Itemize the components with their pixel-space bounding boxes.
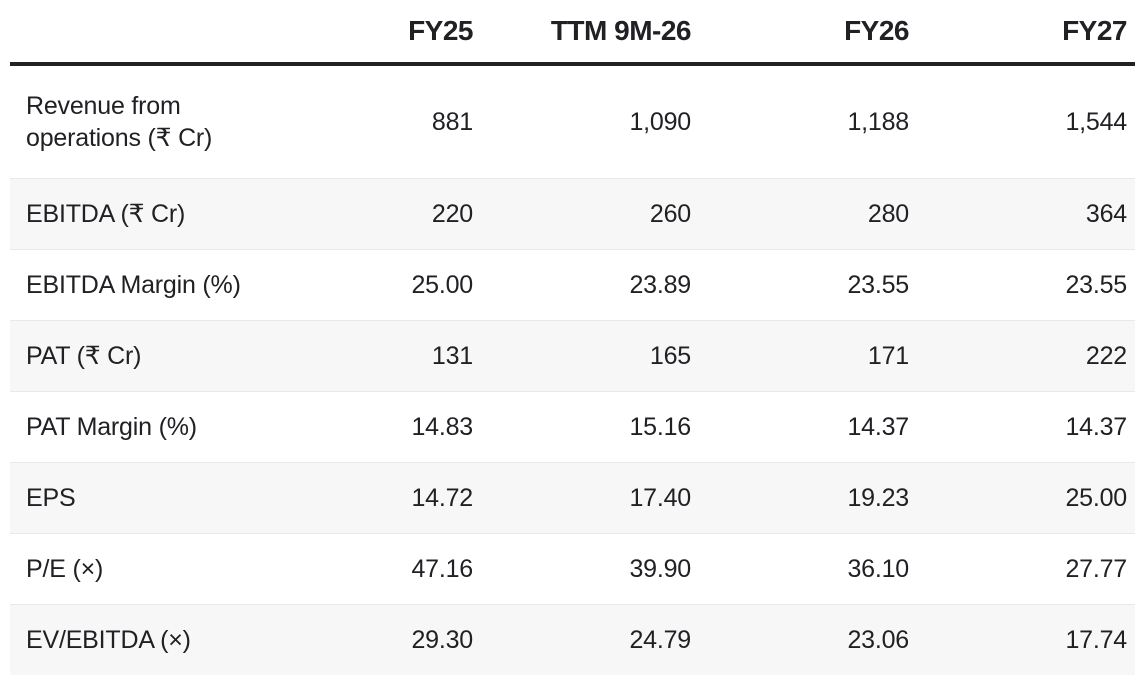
table-row-eps: EPS 14.72 17.40 19.23 25.00 bbox=[10, 463, 1135, 534]
table-row-pe: P/E (×) 47.16 39.90 36.10 27.77 bbox=[10, 534, 1135, 605]
row-label: PAT Margin (%) bbox=[10, 392, 263, 463]
table-cell: 19.23 bbox=[699, 463, 917, 534]
table-cell: 23.89 bbox=[481, 250, 699, 321]
table-cell: 23.06 bbox=[699, 605, 917, 675]
table-cell: 17.74 bbox=[917, 605, 1135, 675]
row-label: EBITDA (₹ Cr) bbox=[10, 179, 263, 250]
table-cell: 14.37 bbox=[699, 392, 917, 463]
table-cell: 1,090 bbox=[481, 64, 699, 179]
table-cell: 131 bbox=[263, 321, 481, 392]
row-label: Revenue from operations (₹ Cr) bbox=[10, 64, 263, 179]
table-cell: 364 bbox=[917, 179, 1135, 250]
column-header-metric bbox=[10, 0, 263, 64]
table-cell: 39.90 bbox=[481, 534, 699, 605]
column-header-ttm9m26: TTM 9M-26 bbox=[481, 0, 699, 64]
table-cell: 260 bbox=[481, 179, 699, 250]
table-cell: 881 bbox=[263, 64, 481, 179]
table-cell: 14.72 bbox=[263, 463, 481, 534]
table-cell: 15.16 bbox=[481, 392, 699, 463]
table-cell: 47.16 bbox=[263, 534, 481, 605]
column-header-fy27: FY27 bbox=[917, 0, 1135, 64]
header-row: FY25 TTM 9M-26 FY26 FY27 bbox=[10, 0, 1135, 64]
table-cell: 25.00 bbox=[263, 250, 481, 321]
table-cell: 24.79 bbox=[481, 605, 699, 675]
table-cell: 222 bbox=[917, 321, 1135, 392]
row-label: PAT (₹ Cr) bbox=[10, 321, 263, 392]
table-cell: 1,544 bbox=[917, 64, 1135, 179]
table-row-ev-ebitda: EV/EBITDA (×) 29.30 24.79 23.06 17.74 bbox=[10, 605, 1135, 675]
table-cell: 165 bbox=[481, 321, 699, 392]
table-cell: 280 bbox=[699, 179, 917, 250]
table-cell: 25.00 bbox=[917, 463, 1135, 534]
table-cell: 14.83 bbox=[263, 392, 481, 463]
table-row-ebitda: EBITDA (₹ Cr) 220 260 280 364 bbox=[10, 179, 1135, 250]
table-cell: 1,188 bbox=[699, 64, 917, 179]
table-cell: 36.10 bbox=[699, 534, 917, 605]
table-cell: 171 bbox=[699, 321, 917, 392]
column-header-fy26: FY26 bbox=[699, 0, 917, 64]
column-header-fy25: FY25 bbox=[263, 0, 481, 64]
row-label: EV/EBITDA (×) bbox=[10, 605, 263, 675]
table-row-pat: PAT (₹ Cr) 131 165 171 222 bbox=[10, 321, 1135, 392]
table-cell: 14.37 bbox=[917, 392, 1135, 463]
table-row-revenue: Revenue from operations (₹ Cr) 881 1,090… bbox=[10, 64, 1135, 179]
table-cell: 29.30 bbox=[263, 605, 481, 675]
row-label: EPS bbox=[10, 463, 263, 534]
table-cell: 23.55 bbox=[699, 250, 917, 321]
table-row-pat-margin: PAT Margin (%) 14.83 15.16 14.37 14.37 bbox=[10, 392, 1135, 463]
table-row-ebitda-margin: EBITDA Margin (%) 25.00 23.89 23.55 23.5… bbox=[10, 250, 1135, 321]
table-cell: 23.55 bbox=[917, 250, 1135, 321]
table-cell: 220 bbox=[263, 179, 481, 250]
table-cell: 27.77 bbox=[917, 534, 1135, 605]
financials-table: FY25 TTM 9M-26 FY26 FY27 Revenue from op… bbox=[10, 0, 1135, 675]
row-label: P/E (×) bbox=[10, 534, 263, 605]
table-cell: 17.40 bbox=[481, 463, 699, 534]
row-label: EBITDA Margin (%) bbox=[10, 250, 263, 321]
